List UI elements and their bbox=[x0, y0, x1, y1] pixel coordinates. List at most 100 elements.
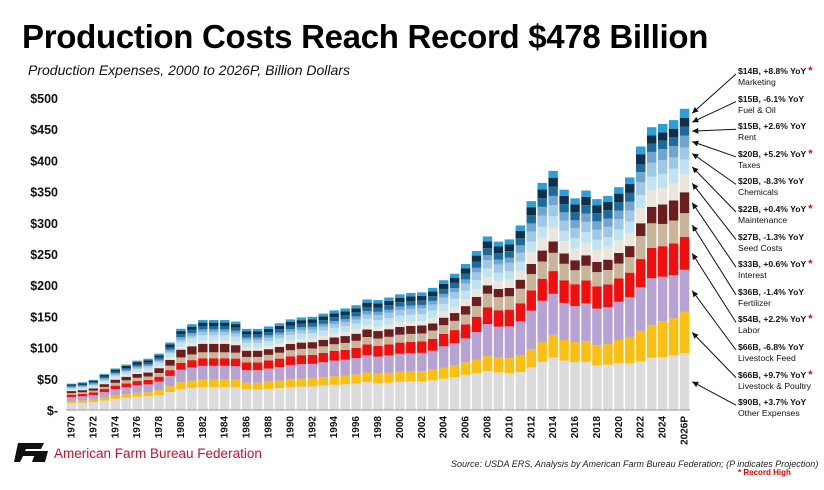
bar-segment-fertilizer-1976 bbox=[132, 377, 142, 382]
bar-segment-rent-2019 bbox=[603, 210, 613, 219]
bar-segment-labor-1983 bbox=[209, 358, 219, 366]
bar-segment-taxes-1986 bbox=[241, 337, 252, 340]
bar-segment-livestock-poultry-2009 bbox=[493, 357, 504, 373]
annotation-category: Maintenance bbox=[738, 215, 788, 225]
bar-segment-taxes-1974 bbox=[110, 373, 120, 375]
bar-segment-labor-2022 bbox=[636, 259, 646, 288]
bar-segment-fertilizer-1984 bbox=[220, 352, 230, 359]
bar-segment-seed-costs-1995 bbox=[340, 332, 350, 337]
bar-segment-seed-costs-1983 bbox=[209, 340, 219, 344]
bar-segment-interest-2008 bbox=[482, 285, 493, 294]
bar-segment-taxes-2004 bbox=[438, 293, 449, 298]
bar-segment-maintenance-1986 bbox=[241, 342, 252, 348]
bar-segment-other-expenses-1983 bbox=[209, 387, 219, 410]
bar-segment-chemicals-1996 bbox=[351, 319, 361, 324]
bar-segment-maintenance-1984 bbox=[220, 335, 230, 341]
bar-segment-interest-1987 bbox=[252, 350, 263, 357]
bar-segment-fuel-oil-2022 bbox=[636, 154, 646, 165]
annotation-category: Seed Costs bbox=[738, 242, 783, 253]
bar-segment-seed-costs-2024 bbox=[657, 187, 668, 205]
bar-segment-chemicals-1992 bbox=[307, 329, 318, 334]
annotation-category: Fuel & Oil bbox=[738, 104, 776, 115]
bar-segment-rent-1981 bbox=[187, 329, 197, 334]
bar-segment-livestock-poultry-1972 bbox=[88, 399, 99, 403]
bar-segment-fertilizer-2003 bbox=[428, 330, 438, 339]
bar-segment-rent-1972 bbox=[88, 382, 99, 384]
bar-segment-chemicals-2016 bbox=[570, 228, 580, 239]
bar-segment-rent-2002 bbox=[417, 300, 427, 305]
bar-segment-maintenance-2000 bbox=[395, 315, 405, 323]
bar-segment-livestock-poultry-1990 bbox=[285, 379, 296, 388]
annotation-item: $66B, -6.8% YoY Livestock Feed bbox=[738, 342, 822, 364]
annotation-item: $66B, +9.7% YoY * Livestock & Poultry bbox=[738, 369, 822, 392]
bar-segment-interest-2000 bbox=[395, 326, 405, 335]
annotation-arrowhead bbox=[692, 127, 699, 134]
bar-segment-livestock-feed-1988 bbox=[263, 368, 274, 382]
bar-segment-other-expenses-1979 bbox=[165, 392, 175, 410]
bar-segment-chemicals-2017 bbox=[581, 221, 591, 233]
bar-segment-maintenance-1980 bbox=[176, 341, 186, 347]
bar-segment-rent-2004 bbox=[438, 288, 449, 294]
bar-segment-fuel-oil-2021 bbox=[625, 184, 635, 193]
bar-segment-seed-costs-1986 bbox=[241, 347, 252, 351]
bar-segment-fertilizer-2014 bbox=[548, 252, 558, 272]
bar-segment-maintenance-2007 bbox=[471, 280, 482, 290]
bar-segment-rent-1977 bbox=[143, 362, 153, 365]
bar-segment-fertilizer-2011 bbox=[515, 288, 526, 304]
bar-segment-chemicals-1980 bbox=[176, 339, 186, 342]
annotation-value: $54B, +2.2% YoY * bbox=[738, 313, 813, 326]
bar-segment-fuel-oil-2026P bbox=[679, 117, 690, 127]
bar-segment-seed-costs-2016 bbox=[570, 248, 580, 261]
bar-segment-other-expenses-2024 bbox=[657, 357, 668, 410]
bar-segment-other-expenses-1974 bbox=[110, 398, 120, 410]
annotation-value: $22B, +0.4% YoY * bbox=[738, 203, 813, 215]
bar-segment-labor-1991 bbox=[296, 355, 307, 365]
bar-segment-interest-2017 bbox=[581, 255, 591, 266]
bar-segment-livestock-feed-1978 bbox=[154, 381, 164, 391]
bar-segment-rent-1974 bbox=[110, 371, 120, 374]
bar-segment-livestock-feed-2025 bbox=[668, 275, 679, 319]
bar-segment-other-expenses-2014 bbox=[548, 357, 558, 410]
chart-title: Production Costs Reach Record $478 Billi… bbox=[22, 18, 709, 55]
bar-segment-rent-1971 bbox=[77, 384, 88, 386]
bar-segment-taxes-2007 bbox=[471, 267, 482, 273]
bar-segment-maintenance-2023 bbox=[646, 176, 657, 191]
bar-segment-seed-costs-2006 bbox=[460, 299, 471, 307]
bar-segment-taxes-2012 bbox=[526, 223, 536, 232]
bar-segment-fuel-oil-1996 bbox=[351, 308, 361, 313]
bar-segment-maintenance-1985 bbox=[230, 336, 241, 342]
bar-segment-labor-2025 bbox=[668, 243, 679, 276]
bar-segment-rent-2012 bbox=[526, 215, 536, 224]
bar-segment-livestock-feed-2001 bbox=[406, 353, 416, 372]
x-tick-label: 1982 bbox=[198, 416, 209, 439]
bar-segment-rent-2006 bbox=[460, 273, 471, 280]
bar-segment-other-expenses-2013 bbox=[537, 361, 547, 410]
bar-segment-fuel-oil-2020 bbox=[614, 193, 624, 203]
bar-segment-livestock-poultry-2008 bbox=[482, 356, 493, 372]
bar-segment-fertilizer-2026P bbox=[679, 213, 690, 237]
bar-segment-chemicals-1986 bbox=[241, 339, 252, 343]
annotation-value: $15B, +2.6% YoY bbox=[738, 121, 807, 132]
bar-segment-marketing-1980 bbox=[176, 328, 186, 332]
bar-segment-seed-costs-2019 bbox=[603, 247, 613, 260]
bar-segment-fuel-oil-2006 bbox=[460, 268, 471, 274]
annotation-item: $27B, -1.3% YoY Seed Costs bbox=[738, 232, 822, 254]
bar-segment-chemicals-1981 bbox=[187, 335, 197, 339]
bar-segment-interest-2023 bbox=[646, 206, 657, 224]
bar-segment-livestock-poultry-1975 bbox=[121, 394, 131, 398]
bar-segment-livestock-feed-1997 bbox=[362, 355, 372, 373]
bar-segment-livestock-feed-1994 bbox=[329, 360, 339, 377]
bar-segment-seed-costs-2021 bbox=[625, 232, 635, 247]
bar-segment-maintenance-1975 bbox=[121, 372, 131, 376]
bar-segment-marketing-2019 bbox=[603, 195, 613, 203]
bar-segment-seed-costs-2004 bbox=[438, 311, 449, 318]
bar-segment-livestock-feed-2020 bbox=[614, 301, 624, 340]
bar-segment-chemicals-2014 bbox=[548, 205, 558, 217]
annotation-value: $20B, -8.3% YoY bbox=[738, 176, 805, 187]
x-tick-label: 2014 bbox=[548, 416, 559, 439]
bar-segment-livestock-poultry-2003 bbox=[428, 369, 438, 381]
bar-segment-livestock-feed-1995 bbox=[340, 359, 350, 376]
bar-segment-fuel-oil-1970 bbox=[66, 384, 77, 386]
bar-segment-fuel-oil-2008 bbox=[482, 241, 493, 249]
bar-segment-livestock-poultry-2023 bbox=[646, 324, 657, 358]
